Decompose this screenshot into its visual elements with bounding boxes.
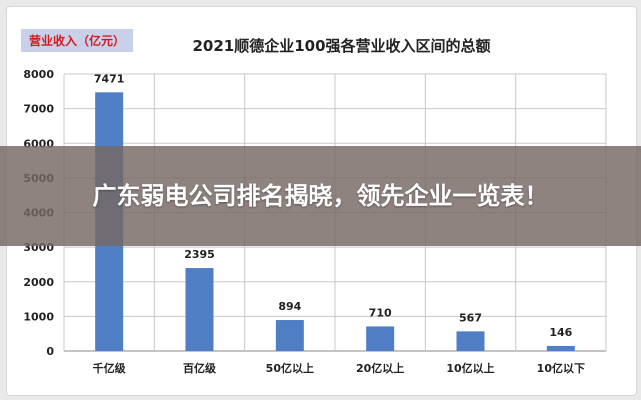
y-tick-label: 0 (46, 345, 54, 358)
x-tick-label: 20亿以上 (356, 361, 404, 375)
y-tick-label: 1000 (23, 310, 54, 323)
chart-title: 2021顺德企业100强各营业收入区间的总额 (192, 37, 491, 55)
bar-5 (546, 345, 575, 351)
bar-2 (275, 320, 304, 351)
x-tick-label: 50亿以上 (266, 361, 314, 375)
data-label: 146 (549, 326, 572, 339)
x-tick-label: 千亿级 (93, 361, 127, 375)
data-label: 894 (278, 300, 301, 313)
y-tick-label: 7000 (23, 103, 54, 116)
y-tick-label: 8000 (23, 68, 54, 81)
data-label: 2395 (184, 248, 215, 261)
headline-banner: 广东弱电公司排名揭晓，领先企业一览表！ (0, 146, 641, 246)
data-labels: 7471 2395 894 710 567 146 (94, 72, 573, 339)
bar-3 (366, 326, 395, 351)
data-label: 7471 (94, 72, 125, 85)
chart-title-wrap: 2021顺德企业100强各营业收入区间的总额 (7, 35, 636, 56)
headline-text: 广东弱电公司排名揭晓，领先企业一览表！ (92, 182, 549, 210)
bar-4 (456, 331, 485, 351)
x-axis-ticks: 千亿级 百亿级 50亿以上 20亿以上 10亿以上 10亿以下 (93, 361, 585, 375)
x-tick-label: 10亿以上 (446, 361, 494, 375)
y-tick-label: 2000 (23, 276, 54, 289)
bar-1 (185, 268, 214, 351)
x-tick-label: 百亿级 (183, 361, 217, 375)
data-label: 710 (369, 306, 392, 319)
data-label: 567 (459, 311, 482, 324)
unit-label: 营业收入（亿元） (21, 29, 134, 52)
x-tick-label: 10亿以下 (537, 361, 585, 375)
